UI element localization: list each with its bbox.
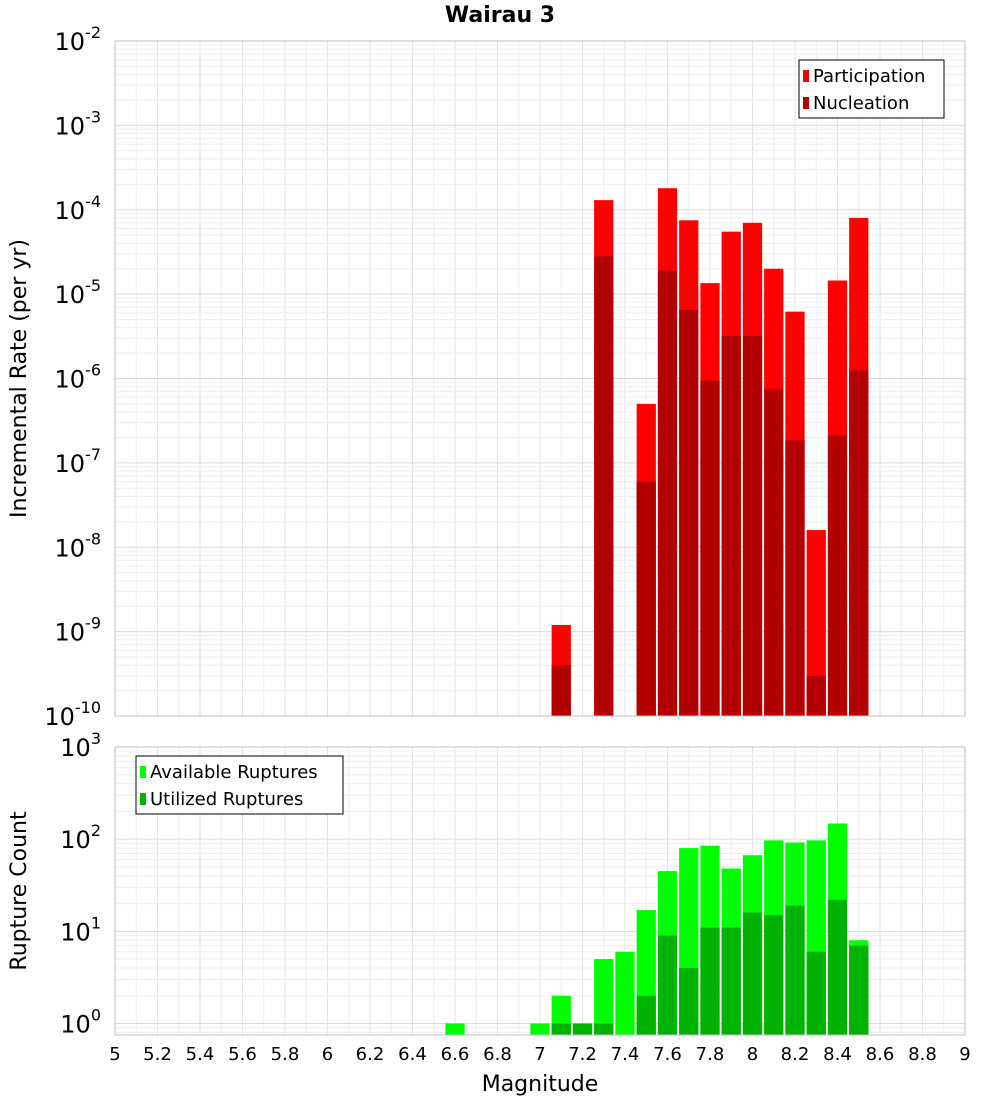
y-tick-label: 10-3 (55, 107, 102, 140)
bar-nucleation (785, 440, 805, 716)
x-tick-label: 6.2 (356, 1044, 385, 1065)
bar-utilized-ruptures (721, 927, 741, 1035)
x-tick-label: 9 (959, 1044, 970, 1065)
bar-nucleation (679, 309, 699, 716)
y-tick-label: 100 (60, 1005, 101, 1038)
y-axis-label: Rupture Count (7, 811, 32, 971)
legend-box (135, 755, 344, 815)
bar-nucleation (827, 435, 848, 716)
bar-utilized-ruptures (849, 945, 869, 1035)
x-tick-label: 8.8 (908, 1044, 937, 1065)
legend-label: Utilized Ruptures (150, 789, 303, 810)
y-tick-label: 10-4 (55, 192, 102, 225)
y-axis-label: Incremental Rate (per yr) (7, 239, 32, 518)
plot-border (114, 40, 966, 717)
x-tick-label: 6 (322, 1044, 333, 1065)
bar-nucleation (764, 389, 784, 716)
bar-utilized-ruptures (551, 1023, 571, 1035)
x-tick-label: 5.8 (271, 1044, 300, 1065)
x-tick-label: 6.4 (398, 1044, 427, 1065)
plot-border (114, 746, 966, 1036)
bar-nucleation (594, 256, 614, 716)
bar-available-ruptures (445, 1023, 465, 1035)
bar-nucleation (700, 380, 720, 716)
x-tick-label: 7 (534, 1044, 545, 1065)
bar-nucleation (806, 675, 826, 716)
legend-label: Participation (813, 66, 925, 87)
bar-utilized-ruptures (657, 935, 678, 1035)
x-tick-label: 8.6 (866, 1044, 895, 1065)
bar-available-ruptures (530, 1023, 550, 1035)
bar-utilized-ruptures (827, 899, 848, 1035)
y-tick-label: 10-10 (44, 698, 101, 731)
x-axis-label: Magnitude (482, 1072, 599, 1097)
x-tick-label: 6.6 (441, 1044, 470, 1065)
bar-utilized-ruptures (572, 1023, 593, 1035)
legend-box (798, 59, 945, 119)
bar-nucleation (636, 481, 656, 716)
x-tick-label: 8.2 (781, 1044, 810, 1065)
y-tick-label: 10-5 (55, 276, 102, 309)
legend-swatch (140, 793, 146, 805)
chart-title: Wairau 3 (445, 3, 555, 28)
bar-nucleation (657, 270, 678, 716)
y-tick-label: 101 (60, 913, 101, 946)
bar-nucleation (551, 665, 571, 716)
bar-utilized-ruptures (764, 915, 784, 1035)
legend-label: Nucleation (813, 93, 909, 114)
bar-utilized-ruptures (679, 967, 699, 1035)
y-tick-label: 10-2 (55, 23, 102, 56)
x-tick-label: 8 (747, 1044, 758, 1065)
x-tick-label: 5.6 (228, 1044, 257, 1065)
legend-label: Available Ruptures (150, 762, 318, 783)
x-tick-label: 5.4 (186, 1044, 215, 1065)
bar-nucleation (849, 370, 869, 716)
legend-swatch (140, 766, 146, 778)
bar-utilized-ruptures (636, 995, 656, 1035)
bar-available-ruptures (615, 951, 635, 1035)
bar-available-ruptures (594, 959, 614, 1035)
y-tick-label: 10-7 (55, 445, 102, 478)
bar-utilized-ruptures (806, 951, 826, 1035)
y-tick-label: 103 (60, 729, 101, 762)
legend-swatch (803, 70, 809, 82)
x-tick-label: 5.2 (143, 1044, 172, 1065)
y-tick-label: 102 (60, 821, 101, 854)
y-tick-label: 10-9 (55, 614, 102, 647)
x-tick-label: 7.4 (611, 1044, 640, 1065)
x-tick-label: 7.8 (696, 1044, 725, 1065)
bar-utilized-ruptures (785, 905, 805, 1035)
bar-nucleation (721, 335, 741, 716)
y-tick-label: 10-8 (55, 529, 102, 562)
bar-utilized-ruptures (594, 1023, 614, 1035)
x-tick-label: 5 (109, 1044, 120, 1065)
legend-swatch (803, 97, 809, 109)
bar-utilized-ruptures (742, 912, 763, 1035)
bar-participation (806, 530, 826, 716)
x-tick-label: 7.2 (568, 1044, 597, 1065)
x-tick-label: 8.4 (823, 1044, 852, 1065)
y-tick-label: 10-6 (55, 361, 102, 394)
x-tick-label: 7.6 (653, 1044, 682, 1065)
bar-nucleation (742, 335, 763, 716)
x-tick-label: 6.8 (483, 1044, 512, 1065)
bar-utilized-ruptures (700, 927, 720, 1035)
